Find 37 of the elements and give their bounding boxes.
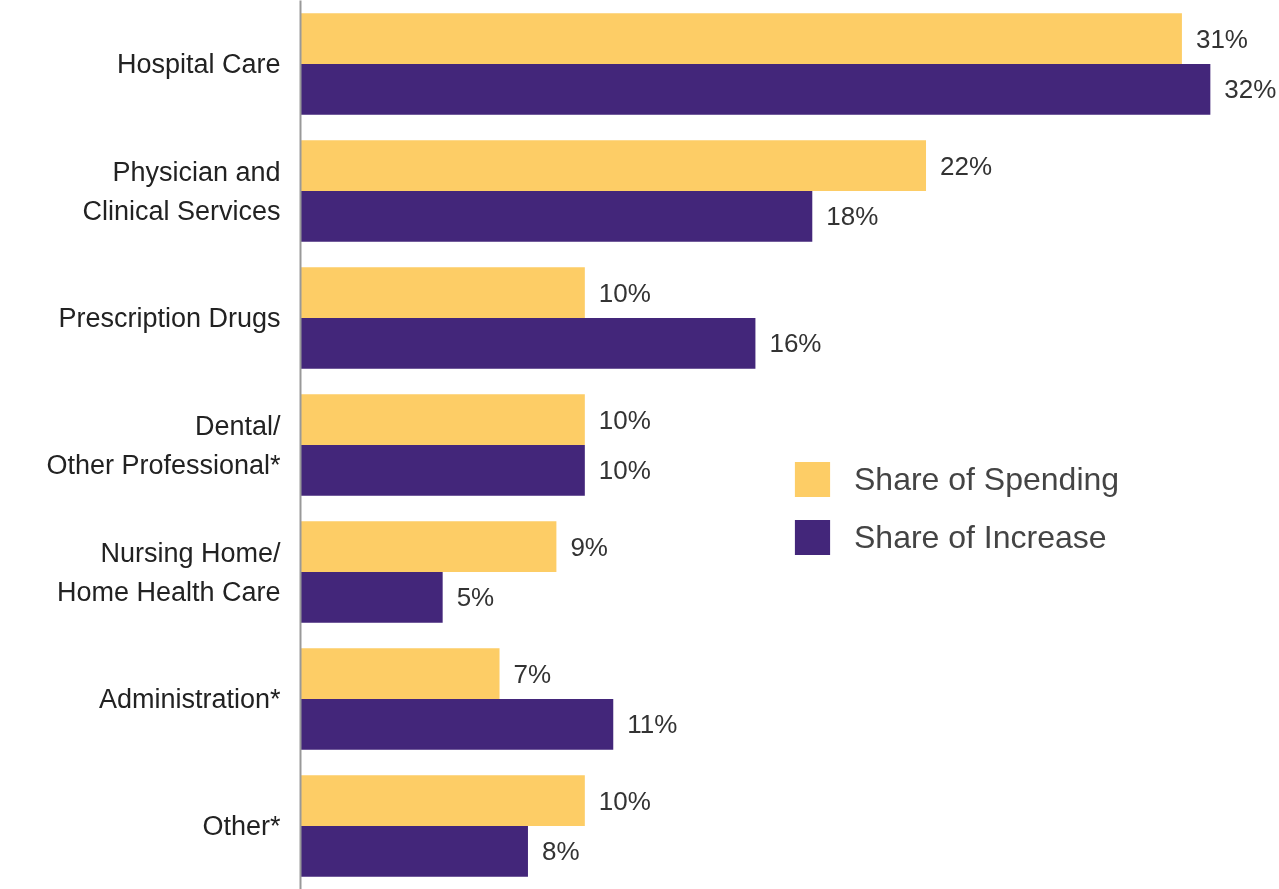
bar [300, 191, 813, 242]
data-label: 22% [940, 150, 993, 181]
data-label: 11% [627, 709, 678, 740]
data-label: 5% [456, 582, 495, 613]
data-label: 9% [570, 531, 608, 562]
y-tick-label: Dental/ Other Professional* [46, 410, 281, 480]
data-label: 10% [598, 455, 651, 486]
data-label: 10% [598, 277, 651, 308]
legend-label: Share of Increase [854, 518, 1107, 556]
data-label: 8% [541, 836, 580, 867]
bar [300, 445, 585, 496]
data-label: 7% [513, 658, 552, 689]
bar [300, 775, 585, 826]
data-label: 16% [769, 328, 822, 359]
bar [300, 699, 614, 750]
y-tick-label: Physician and Clinical Services [82, 156, 281, 226]
y-tick-label: Other* [202, 811, 281, 841]
bar [300, 64, 1211, 115]
bar [300, 267, 585, 318]
legend-label: Share of Spending [854, 460, 1120, 498]
y-tick-label: Prescription Drugs [58, 303, 281, 333]
bar [300, 140, 927, 191]
bar [300, 394, 585, 445]
data-label: 31% [1195, 23, 1248, 54]
y-tick-label: Hospital Care [116, 49, 281, 79]
bar [300, 826, 528, 877]
bar [300, 318, 756, 369]
y-tick-label: Nursing Home/ Home Health Care [56, 537, 281, 607]
data-label: 18% [826, 201, 879, 232]
bar [300, 13, 1182, 64]
bar [300, 572, 443, 623]
bar [300, 521, 557, 572]
data-label: 10% [598, 785, 651, 816]
data-label: 32% [1224, 74, 1277, 105]
data-label: 10% [598, 404, 651, 435]
y-tick-label: Administration* [98, 684, 281, 714]
bar [300, 648, 500, 699]
